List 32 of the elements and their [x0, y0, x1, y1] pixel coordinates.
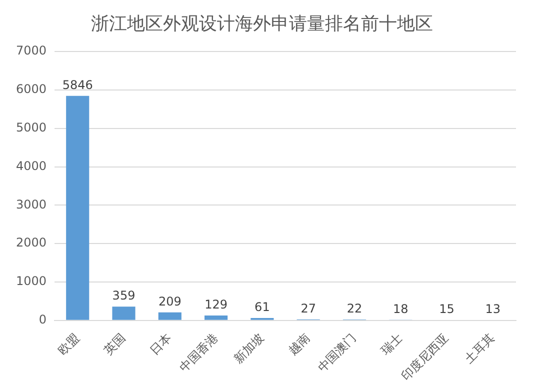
x-tick-label: 越南 — [286, 330, 313, 358]
x-tick-label: 中国澳门 — [314, 330, 359, 375]
data-label: 61 — [254, 300, 270, 314]
x-tick-label: 瑞士 — [378, 330, 405, 358]
data-label: 359 — [112, 288, 136, 303]
x-tick-label: 中国香港 — [176, 330, 220, 375]
y-tick-label: 2000 — [16, 236, 47, 250]
data-label: 18 — [392, 302, 408, 316]
y-tick-label: 7000 — [16, 44, 47, 58]
x-tick-label: 日本 — [147, 330, 174, 358]
data-label: 5846 — [62, 78, 93, 92]
data-label: 209 — [158, 294, 182, 308]
y-tick-label: 5000 — [16, 120, 47, 135]
bar — [204, 315, 228, 320]
y-tick-label: 1000 — [16, 274, 47, 288]
y-tick-label: 4000 — [16, 158, 47, 173]
bar — [66, 96, 90, 320]
data-label: 129 — [204, 298, 228, 312]
data-label: 22 — [346, 302, 362, 316]
data-label: 27 — [300, 301, 316, 316]
y-tick-label: 3000 — [16, 197, 47, 212]
x-tick-label: 欧盟 — [55, 330, 82, 358]
x-tick-label: 英国 — [101, 330, 128, 358]
data-label: 13 — [485, 302, 501, 316]
y-tick-label: 0 — [38, 312, 47, 327]
bar — [158, 312, 182, 320]
x-tick-label: 新加坡 — [231, 330, 267, 366]
data-label: 15 — [439, 302, 454, 316]
chart-title: 浙江地区外观设计海外申请量排名前十地区 — [91, 13, 433, 34]
x-tick-label: 土耳其 — [462, 330, 498, 366]
y-tick-label: 6000 — [16, 82, 47, 96]
bar — [112, 306, 136, 320]
